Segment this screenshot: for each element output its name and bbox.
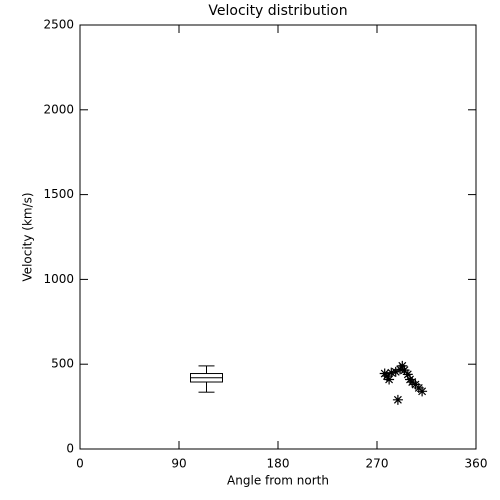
- x-tick-label: 270: [366, 457, 389, 471]
- y-axis-label: Velocity (km/s): [21, 192, 35, 281]
- asterisk-point: [384, 374, 395, 385]
- y-tick-label: 0: [66, 442, 74, 456]
- y-tick-label: 2500: [43, 18, 74, 32]
- asterisk-point: [381, 371, 392, 382]
- x-tick-label: 0: [76, 457, 84, 471]
- x-tick-label: 90: [171, 457, 186, 471]
- y-tick-label: 1500: [43, 187, 74, 201]
- asterisk-point: [395, 364, 406, 375]
- y-tick-label: 1000: [43, 272, 74, 286]
- asterisk-point: [397, 360, 408, 371]
- asterisk-point: [402, 369, 413, 380]
- asterisk-point: [386, 367, 397, 378]
- y-tick-label: 500: [51, 357, 74, 371]
- y-tick-label: 2000: [43, 102, 74, 116]
- x-tick-label: 180: [267, 457, 290, 471]
- x-tick-label: 360: [465, 457, 488, 471]
- asterisk-point: [399, 365, 410, 376]
- chart-title: Velocity distribution: [208, 3, 347, 19]
- asterisk-point: [417, 386, 428, 397]
- x-axis-label: Angle from north: [227, 474, 329, 488]
- asterisk-point: [392, 394, 403, 405]
- asterisk-point: [390, 366, 401, 377]
